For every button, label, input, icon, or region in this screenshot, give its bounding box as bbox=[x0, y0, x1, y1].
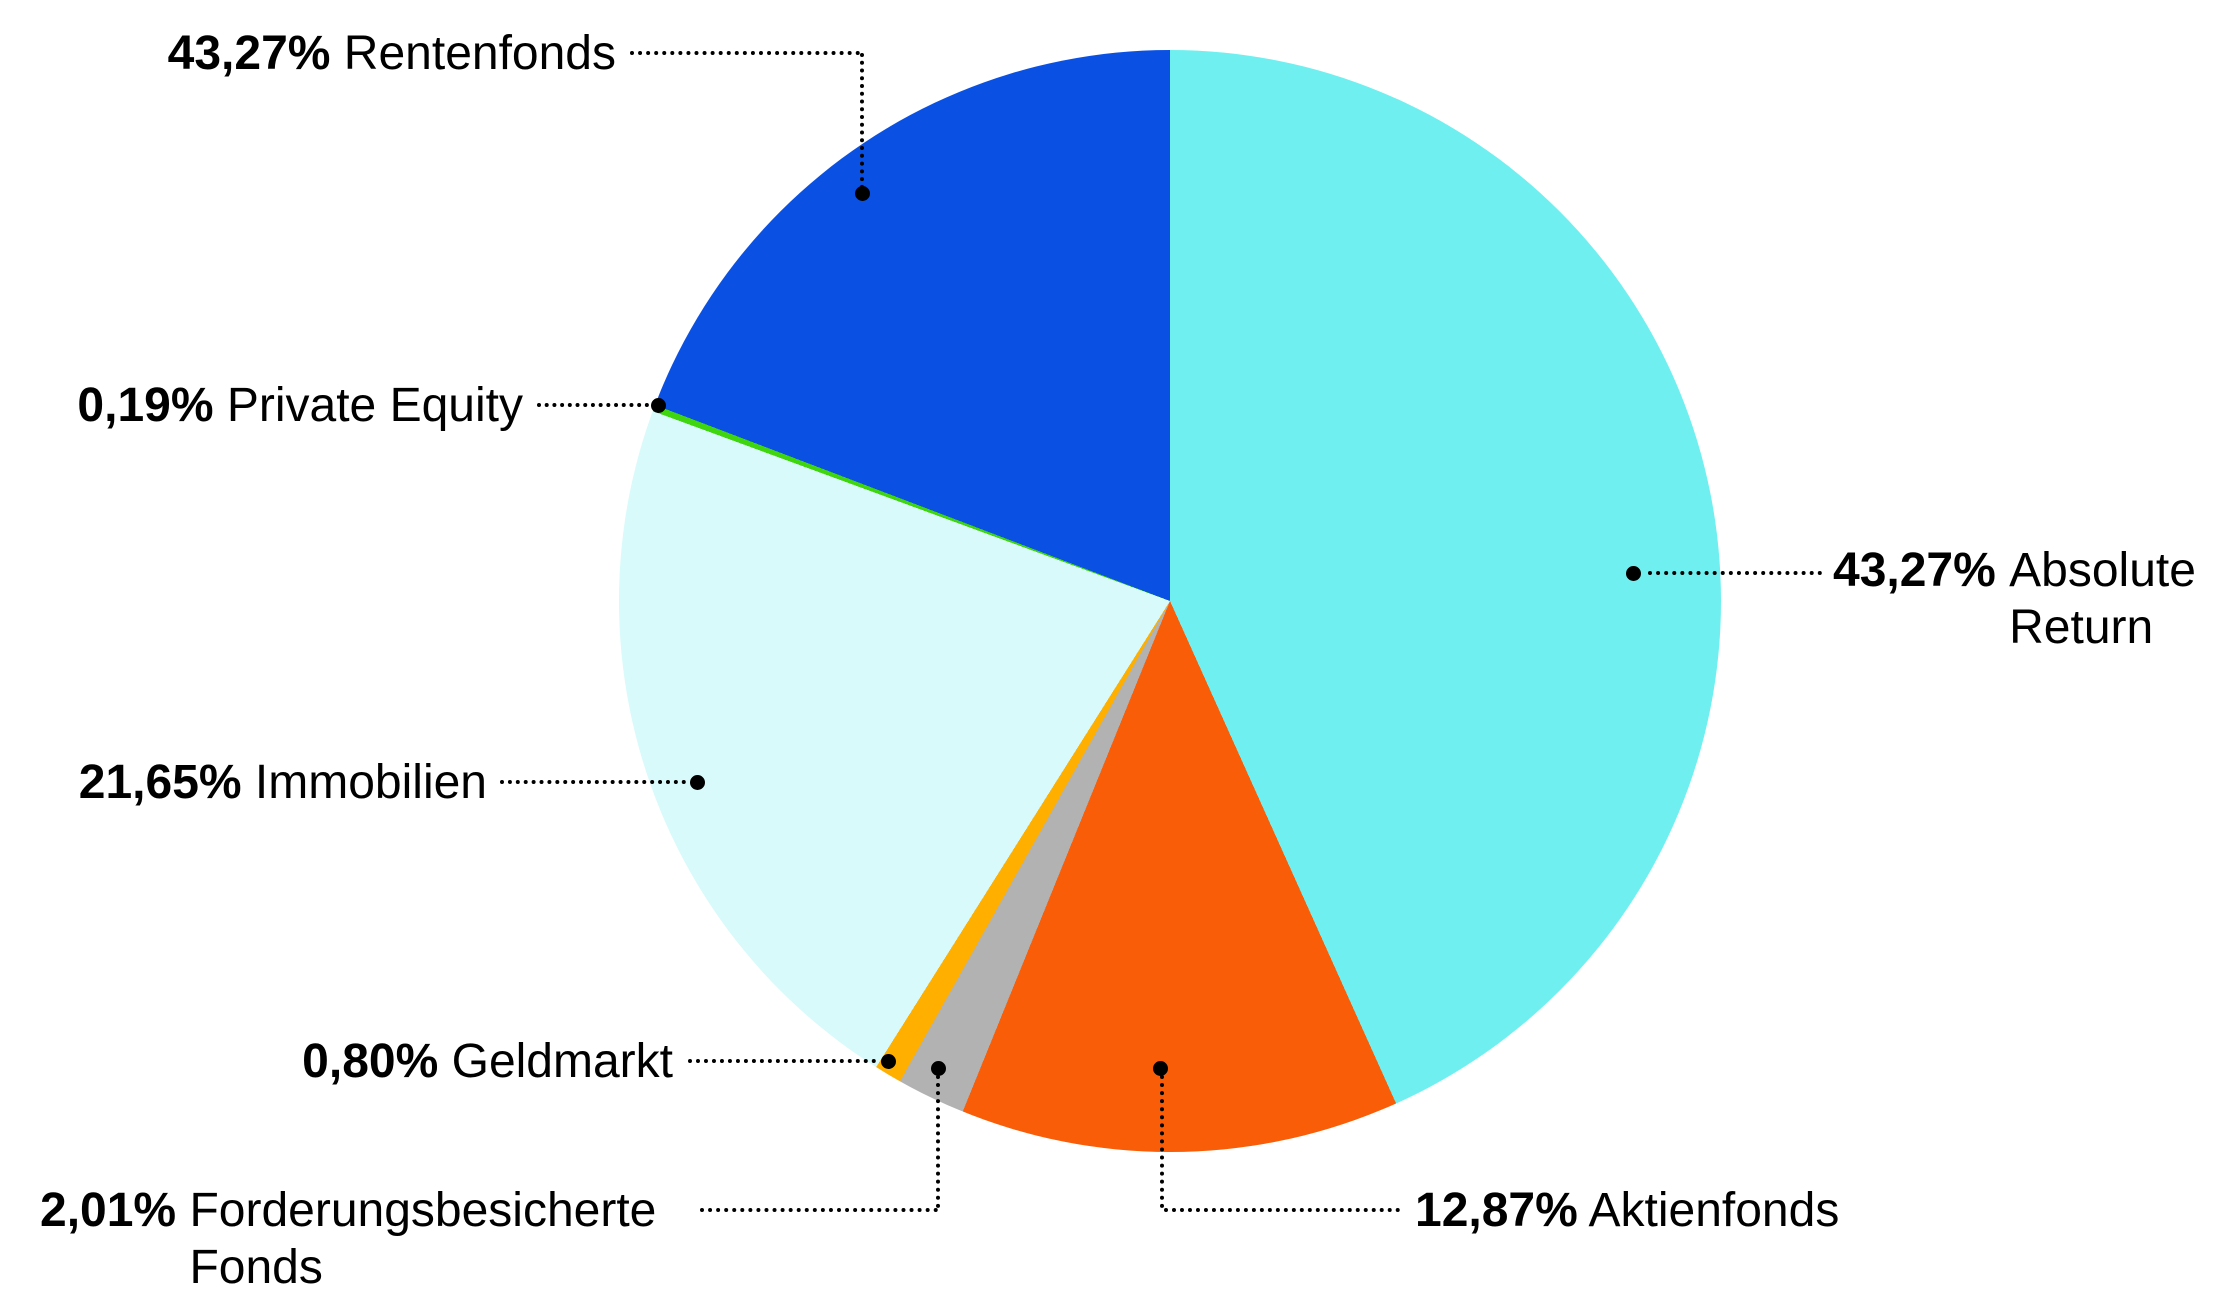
leader-line-geldmarkt-h bbox=[688, 1059, 876, 1063]
callout-rentenfonds: 43,27% Rentenfonds bbox=[168, 25, 616, 82]
slice-value-aktienfonds: 12,87% bbox=[1415, 1184, 1578, 1237]
leader-line-rentenfonds-h bbox=[630, 51, 860, 55]
callout-dot-immobilien bbox=[690, 775, 705, 790]
callout-dot-absolute-return bbox=[1626, 566, 1641, 581]
callout-private-equity: 0,19% Private Equity bbox=[77, 377, 523, 434]
callout-immobilien: 21,65% Immobilien bbox=[79, 754, 487, 811]
leader-line-aktienfonds-v bbox=[1160, 1075, 1164, 1208]
callout-aktienfonds: 12,87% Aktienfonds bbox=[1415, 1182, 1839, 1239]
slice-name-immobilien: Immobilien bbox=[254, 756, 487, 809]
slice-value-rentenfonds: 43,27% bbox=[167, 27, 331, 80]
leader-line-forderungsbesicherte-h bbox=[700, 1208, 938, 1212]
slice-value-private-equity: 0,19% bbox=[77, 379, 214, 432]
leader-line-immobilien-h bbox=[500, 780, 686, 784]
slice-value-forderungsbesicherte-fonds: 2,01% bbox=[40, 1184, 177, 1237]
slice-value-geldmarkt: 0,80% bbox=[302, 1035, 439, 1088]
slice-name-forderungsbesicherte-fonds: Forderungsbesicherte Fonds bbox=[189, 1184, 657, 1292]
leader-line-rentenfonds-v bbox=[860, 53, 864, 189]
leader-line-forderungsbesicherte-v bbox=[936, 1075, 940, 1208]
slice-name-absolute-return: Absolute Return bbox=[2009, 544, 2196, 654]
slice-value-absolute-return: 43,27% bbox=[1833, 544, 1996, 597]
pie-chart bbox=[619, 50, 1721, 1152]
slice-name-private-equity: Private Equity bbox=[226, 379, 523, 432]
slice-name-aktienfonds: Aktienfonds bbox=[1588, 1184, 1840, 1237]
leader-line-absolute-return-h bbox=[1648, 571, 1822, 575]
callout-absolute-return: 43,27% Absolute Return bbox=[1833, 542, 2213, 656]
slice-name-geldmarkt: Geldmarkt bbox=[451, 1035, 673, 1088]
callout-geldmarkt: 0,80% Geldmarkt bbox=[302, 1033, 673, 1090]
slice-value-immobilien: 21,65% bbox=[78, 756, 242, 809]
callout-dot-private-equity bbox=[651, 398, 666, 413]
slice-name-rentenfonds: Rentenfonds bbox=[343, 27, 616, 80]
leader-line-private-equity-h bbox=[537, 403, 649, 407]
leader-line-aktienfonds-h bbox=[1164, 1208, 1400, 1212]
callout-forderungsbesicherte-fonds: 2,01% Forderungsbesicherte Fonds bbox=[40, 1182, 709, 1292]
callout-dot-rentenfonds bbox=[855, 186, 870, 201]
callout-dot-geldmarkt bbox=[881, 1054, 896, 1069]
callout-dot-forderungsbesicherte bbox=[931, 1061, 946, 1076]
callout-dot-aktienfonds bbox=[1153, 1061, 1168, 1076]
